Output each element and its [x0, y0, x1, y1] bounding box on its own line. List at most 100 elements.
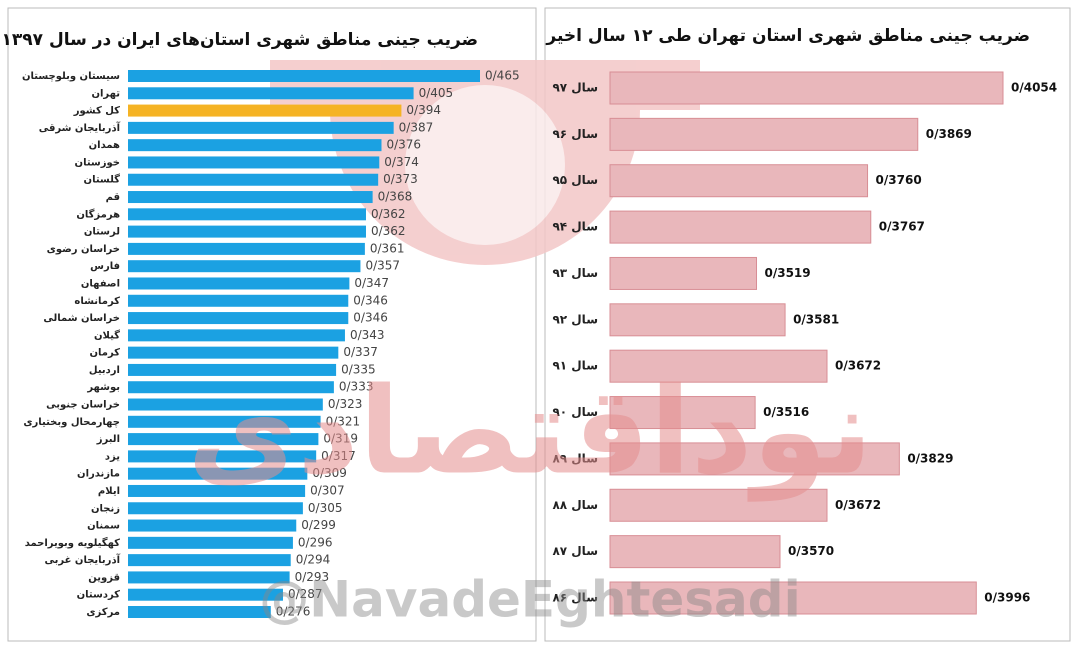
value-label: 0/405	[419, 86, 454, 100]
value-label: 0/294	[296, 553, 331, 567]
category-label: سال ۹۶	[552, 127, 598, 141]
category-label: مازندران	[77, 469, 120, 480]
bar	[609, 303, 786, 337]
category-label: سال ۹۳	[552, 266, 598, 280]
category-label: خوزستان	[75, 157, 120, 168]
bar	[128, 294, 349, 307]
category-label: لرستان	[84, 227, 120, 238]
bar	[128, 415, 321, 428]
bar	[609, 535, 781, 569]
category-label: مرکزی	[86, 607, 120, 618]
value-label: 0/3516	[763, 405, 809, 419]
bar	[128, 173, 379, 186]
value-label: 0/376	[386, 138, 421, 152]
category-label: کردستان	[77, 590, 121, 601]
value-label: 0/357	[365, 259, 400, 273]
bar	[128, 519, 297, 532]
bar	[128, 536, 293, 549]
bar	[609, 164, 869, 198]
value-label: 0/394	[406, 103, 441, 117]
value-label: 0/293	[295, 570, 330, 584]
bar	[128, 433, 319, 446]
bar	[128, 242, 365, 255]
bar	[128, 329, 345, 342]
category-label: سمنان	[87, 521, 120, 532]
category-label: خراسان رضوی	[47, 244, 120, 255]
value-label: 0/387	[399, 120, 434, 134]
value-label: 0/3996	[984, 591, 1030, 605]
bar	[128, 450, 317, 463]
bar	[609, 256, 758, 290]
value-label: 0/276	[276, 605, 311, 619]
bar	[128, 554, 291, 567]
bar	[128, 606, 271, 618]
category-label: البرز	[96, 434, 120, 445]
category-label: کرمان	[89, 348, 120, 359]
category-label: خراسان جنوبی	[46, 400, 120, 411]
value-label: 0/319	[323, 432, 358, 446]
category-label: سال ۸۷	[552, 544, 598, 558]
bar	[609, 581, 977, 615]
bar	[128, 346, 339, 359]
category-label: چهارمحال وبختیاری	[23, 417, 120, 428]
category-label: خراسان شمالی	[43, 313, 120, 324]
bar	[128, 398, 323, 411]
value-label: 0/373	[383, 172, 418, 186]
value-label: 0/317	[321, 449, 356, 463]
bar	[609, 210, 872, 244]
value-label: 0/4054	[1011, 81, 1057, 95]
value-label: 0/287	[288, 587, 323, 601]
bar	[128, 225, 366, 238]
category-label: تهران	[91, 88, 120, 99]
category-label: سال ۹۵	[552, 173, 598, 187]
category-label: سال ۹۷	[552, 81, 598, 95]
bar	[609, 117, 919, 151]
value-label: 0/333	[339, 380, 374, 394]
bar	[128, 363, 337, 376]
right-panel	[544, 7, 1071, 642]
category-label: سال ۹۰	[552, 405, 598, 419]
chart-title: ضریب جینی مناطق شهری استان تهران طی ۱۲ س…	[545, 26, 1030, 46]
bar	[128, 87, 414, 100]
category-label: سال ۸۹	[552, 451, 598, 465]
category-label: هرمزگان	[76, 207, 120, 220]
bar	[128, 588, 283, 601]
value-label: 0/335	[341, 362, 376, 376]
bar	[128, 70, 480, 82]
bar	[128, 191, 373, 204]
value-label: 0/309	[312, 466, 347, 480]
value-label: 0/299	[301, 518, 336, 532]
bar	[128, 381, 334, 394]
bar	[128, 571, 290, 584]
bar	[609, 488, 828, 522]
bar	[609, 396, 756, 430]
logo-text: نوداقتصادی	[187, 363, 872, 502]
value-label: 0/323	[328, 397, 363, 411]
bar	[128, 260, 361, 273]
category-label: قزوین	[88, 572, 120, 583]
value-label: 0/343	[350, 328, 385, 342]
category-label: اصفهان	[81, 278, 120, 289]
category-label: گلستان	[84, 173, 121, 186]
value-label: 0/346	[353, 293, 388, 307]
bar	[128, 312, 349, 325]
logo-hole	[405, 85, 565, 245]
category-label: سال ۹۲	[552, 312, 598, 326]
value-label: 0/361	[370, 241, 405, 255]
value-label: 0/3570	[788, 544, 834, 558]
watermark: @NavadeEghtesadi	[259, 571, 800, 629]
value-label: 0/321	[326, 414, 361, 428]
value-label: 0/3760	[876, 173, 922, 187]
value-label: 0/337	[343, 345, 378, 359]
value-label: 0/3767	[879, 220, 925, 234]
category-label: زنجان	[91, 503, 120, 514]
left-panel	[7, 7, 537, 642]
bar	[609, 349, 828, 383]
value-label: 0/362	[371, 224, 406, 238]
value-label: 0/346	[353, 311, 388, 325]
bar	[128, 156, 380, 169]
category-label: اردبیل	[89, 365, 120, 376]
value-label: 0/3672	[835, 359, 881, 373]
category-label: سیستان وبلوچستان	[22, 71, 120, 82]
category-label: آذربایجان شرقی	[39, 121, 121, 134]
